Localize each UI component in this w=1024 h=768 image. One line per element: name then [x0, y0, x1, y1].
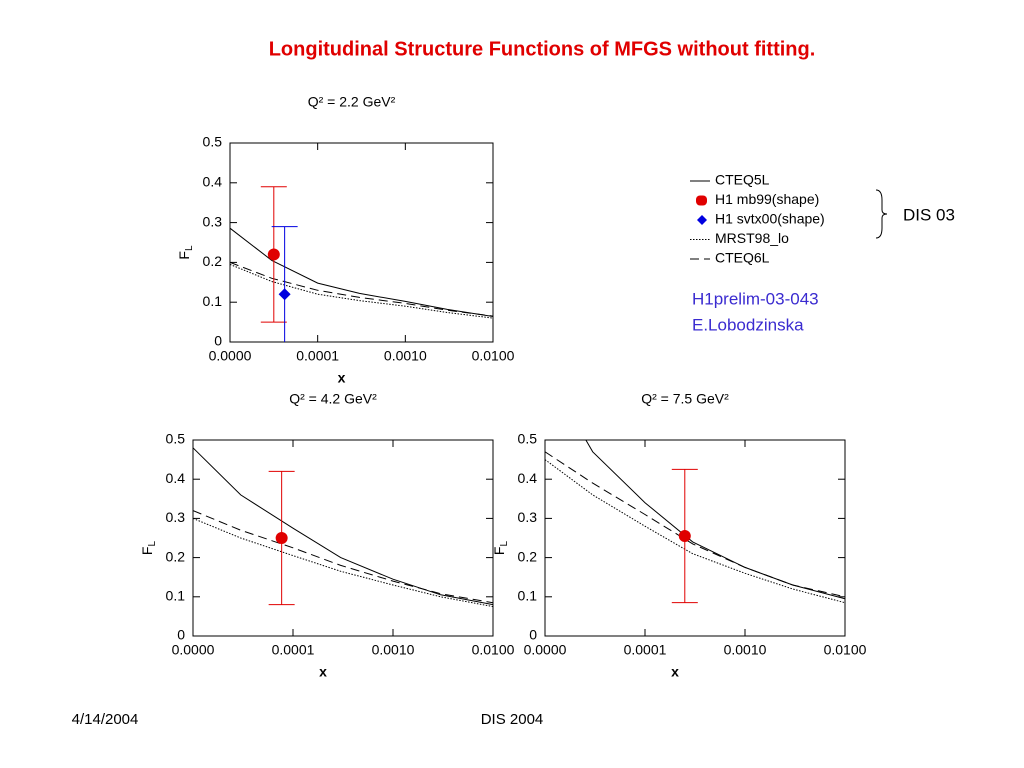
y-label-sub: L [499, 541, 510, 547]
x-axis-label: x [338, 370, 346, 386]
chart-title: Q² = 4.2 GeV² [289, 391, 377, 407]
y-tick-label: 0.3 [166, 509, 186, 525]
legend-label: MRST98_lo [715, 230, 789, 246]
curve [230, 261, 493, 317]
x-tick-label: 0.0001 [272, 642, 315, 658]
x-tick-label: 0.0000 [172, 642, 215, 658]
plot-area [230, 186, 493, 342]
curve [545, 459, 845, 604]
footer-date: 4/14/2004 [72, 711, 139, 728]
y-tick-label: 0.1 [166, 588, 186, 604]
y-label-main: F [176, 251, 192, 260]
y-tick-label: 0.2 [518, 548, 538, 564]
chart-title: Q² = 7.5 GeV² [641, 391, 729, 407]
y-axis-label: FL [491, 541, 510, 556]
x-tick-label: 0.0100 [824, 642, 867, 658]
x-tick-label: 0.0010 [724, 642, 767, 658]
slide-title: Longitudinal Structure Functions of MFGS… [269, 38, 816, 60]
y-tick-label: 0.4 [166, 470, 186, 486]
legend-label: CTEQ6L [715, 250, 770, 266]
curve [230, 227, 493, 317]
y-tick-label: 0 [177, 627, 185, 643]
x-tick-label: 0.0000 [524, 642, 567, 658]
chart-title: Q² = 2.2 GeV² [308, 94, 396, 110]
curve [193, 517, 493, 608]
y-tick-label: 0.5 [166, 431, 186, 447]
y-tick-label: 0.2 [166, 548, 186, 564]
footer-event: DIS 2004 [481, 711, 544, 728]
data-point [275, 532, 288, 544]
x-tick-label: 0.0000 [209, 348, 252, 364]
x-tick-label: 0.0100 [472, 642, 515, 658]
x-tick-label: 0.0100 [472, 348, 515, 364]
plot-frame [229, 142, 494, 343]
y-tick-label: 0.1 [518, 588, 538, 604]
y-tick-label: 0.5 [203, 134, 223, 150]
y-label-main: F [139, 547, 155, 556]
x-tick-label: 0.0010 [372, 642, 415, 658]
x-tick-label: 0.0001 [296, 348, 339, 364]
data-point [278, 288, 291, 301]
legend-label: H1 mb99(shape) [715, 191, 819, 207]
legend-brace [875, 189, 888, 239]
plot-area [545, 440, 845, 604]
legend-swatch [697, 215, 707, 225]
plot-frame [544, 439, 846, 637]
curve [545, 451, 845, 598]
x-axis-label: x [671, 664, 679, 680]
note: E.Lobodzinska [692, 315, 804, 334]
plot-frame [192, 439, 494, 637]
y-tick-label: 0.1 [203, 293, 223, 309]
x-axis-label: x [319, 664, 327, 680]
y-tick-label: 0.3 [203, 213, 223, 229]
y-tick-label: 0.2 [203, 253, 223, 269]
y-tick-label: 0.4 [518, 470, 538, 486]
note: H1prelim-03-043 [692, 289, 819, 308]
data-point [267, 248, 280, 261]
curve [230, 263, 493, 319]
curve [193, 510, 493, 604]
legend-label: CTEQ5L [715, 172, 770, 188]
y-tick-label: 0 [529, 627, 537, 643]
y-label-sub: L [147, 541, 158, 547]
y-tick-label: 0.4 [203, 174, 223, 190]
y-tick-label: 0.3 [518, 509, 538, 525]
legend-group-label: DIS 03 [903, 205, 955, 224]
plot-area [193, 447, 493, 608]
curve [193, 447, 493, 606]
y-axis-label: FL [139, 541, 158, 556]
x-tick-label: 0.0001 [624, 642, 667, 658]
y-label-main: F [491, 547, 507, 556]
x-tick-label: 0.0010 [384, 348, 427, 364]
y-label-sub: L [184, 245, 195, 251]
y-tick-label: 0.5 [518, 431, 538, 447]
y-tick-label: 0 [214, 333, 222, 349]
legend-label: H1 svtx00(shape) [715, 211, 825, 227]
y-axis-label: FL [176, 245, 195, 260]
data-point [678, 530, 691, 543]
legend-swatch [696, 195, 707, 206]
